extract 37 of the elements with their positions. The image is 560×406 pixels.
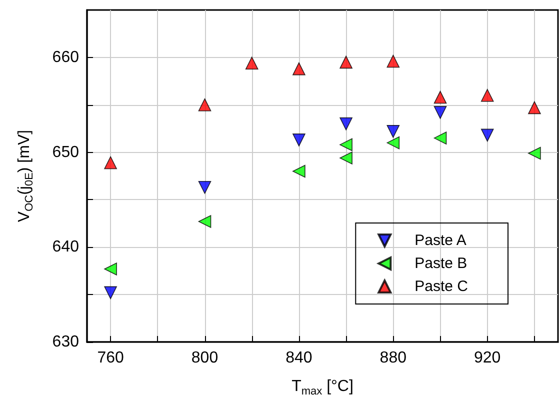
- point: [434, 132, 447, 144]
- point: [104, 286, 117, 300]
- point: [386, 54, 400, 68]
- point: [340, 117, 352, 130]
- point: [340, 56, 352, 69]
- point: [245, 56, 258, 70]
- point: [434, 90, 447, 104]
- point: [434, 106, 447, 119]
- point: [198, 98, 212, 112]
- x-tick-label: 800: [191, 350, 218, 366]
- x-tick-label: 880: [380, 350, 407, 366]
- point: [292, 134, 306, 146]
- y-tick-label: 630: [52, 334, 80, 350]
- point: [340, 152, 352, 164]
- point: [480, 128, 494, 142]
- x-tick-label: 840: [286, 350, 312, 366]
- point: [386, 136, 400, 150]
- point: [480, 88, 494, 102]
- y-tick-label: 650: [52, 144, 80, 161]
- legend-label: Paste A: [414, 232, 466, 249]
- point: [198, 180, 212, 194]
- point: [340, 138, 352, 152]
- x-tick-label: 760: [97, 350, 124, 366]
- point: [104, 156, 117, 170]
- y-tick-label: 660: [52, 48, 80, 66]
- point: [386, 125, 400, 138]
- y-axis-title: VOC(j0E) [mV]: [16, 130, 36, 222]
- point: [292, 164, 306, 178]
- legend-label: Paste B: [414, 255, 468, 272]
- y-tick-label: 640: [52, 238, 80, 256]
- legend-label: Paste C: [414, 278, 468, 295]
- point: [528, 146, 541, 160]
- point: [292, 62, 306, 76]
- point: [528, 101, 541, 114]
- x-tick-label: 920: [474, 350, 501, 366]
- point: [198, 215, 212, 228]
- point: [104, 262, 117, 276]
